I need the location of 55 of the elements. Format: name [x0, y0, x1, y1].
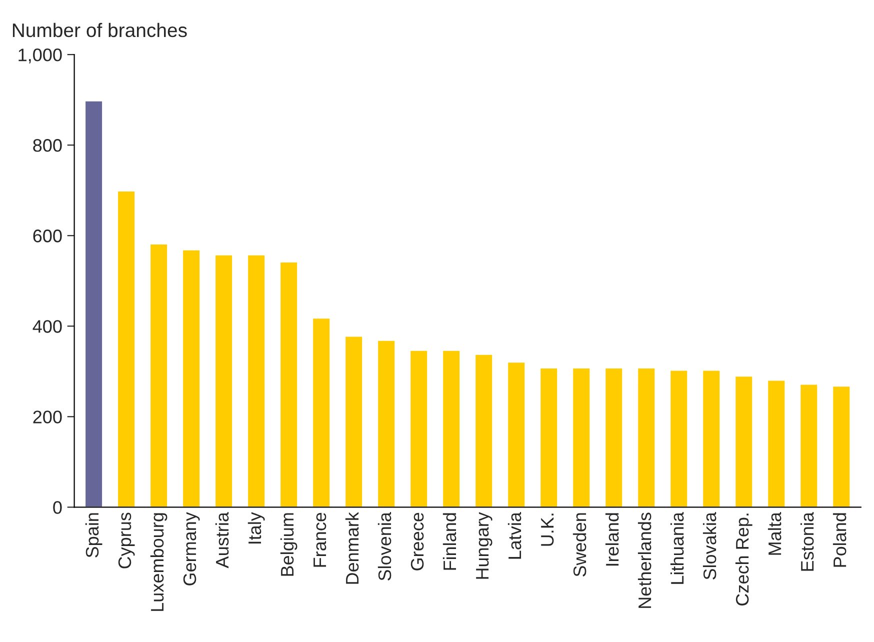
bar	[376, 339, 396, 508]
y-tick-label: 200	[33, 410, 62, 424]
y-tick-label: 0	[53, 501, 62, 514]
bar	[149, 243, 168, 508]
bar	[669, 369, 688, 508]
bar	[636, 367, 656, 508]
bar	[312, 317, 331, 508]
bar	[506, 361, 526, 508]
bar	[279, 261, 298, 508]
bar	[84, 100, 104, 508]
x-tick-label: Austria	[215, 512, 229, 568]
y-tick-label: 400	[32, 320, 62, 333]
bar	[474, 354, 494, 508]
x-tick-label: Italy	[248, 512, 265, 544]
x-tick-label: Luxembourg	[150, 513, 168, 611]
x-tick-label: Denmark	[345, 512, 359, 584]
bar	[832, 385, 852, 508]
x-tick-label: Latvia	[508, 512, 522, 559]
y-tick-label: 600	[33, 230, 62, 242]
bar	[344, 335, 364, 508]
bar	[604, 367, 624, 508]
y-tick-label: 800	[33, 139, 62, 152]
bar	[799, 383, 819, 508]
x-tick-label: Belgium	[280, 513, 298, 576]
bar	[572, 367, 591, 508]
bar	[409, 349, 428, 508]
x-tick-label: Cyprus	[118, 512, 135, 568]
x-tick-label: Lithuania	[670, 512, 684, 584]
bar	[734, 375, 754, 508]
x-tick-label: Finland	[442, 513, 456, 570]
bar	[116, 190, 136, 508]
x-tick-label: U.K.	[541, 514, 554, 546]
x-tick-label: Hungary	[476, 512, 492, 579]
y-tick-label: 1,000	[18, 48, 62, 64]
y-axis-title: Number of branches	[12, 22, 187, 38]
bar	[766, 379, 786, 508]
x-tick-label: Slovakia	[702, 512, 716, 580]
bar	[214, 254, 234, 508]
x-tick-label: Greece	[410, 512, 424, 570]
bar	[442, 349, 461, 508]
bar	[246, 254, 266, 508]
x-tick-label: France	[314, 512, 326, 567]
x-tick-label: Malta	[768, 512, 782, 555]
x-tick-label: Estonia	[800, 512, 814, 571]
x-tick-label: Sweden	[572, 513, 586, 576]
bar	[702, 369, 722, 508]
x-tick-label: Spain	[85, 513, 102, 558]
bar	[539, 367, 558, 508]
x-tick-label: Poland	[832, 513, 846, 567]
bar	[182, 248, 201, 508]
x-tick-label: Slovenia	[378, 512, 392, 580]
x-tick-label: Ireland	[605, 513, 619, 566]
x-tick-label: Netherlands	[638, 512, 652, 608]
x-tick-label: Germany	[183, 512, 200, 586]
x-tick-label: Czech Rep.	[735, 514, 752, 606]
